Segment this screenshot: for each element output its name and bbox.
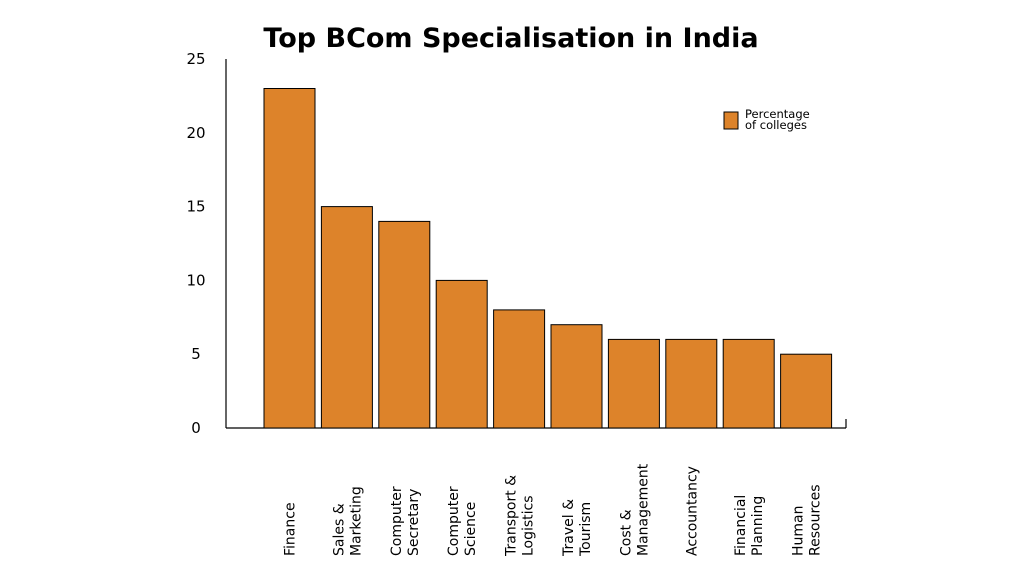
bar [320,206,373,429]
bars [263,88,833,429]
bar [550,324,603,429]
y-tick-label: 0 [191,419,201,437]
bar [378,220,431,429]
bar [722,338,775,429]
chart-title: Top BCom Specialisation in India [263,23,758,54]
y-tick-label: 15 [186,198,205,216]
legend-label: of colleges [745,118,807,132]
bar [665,338,718,429]
y-tick-label: 20 [186,124,205,142]
x-category-label: Resources [808,485,824,557]
x-category-label: Tourism [578,502,594,557]
y-tick-label: 10 [186,271,205,289]
x-category-label: Travel & [561,499,577,557]
x-category-label: Planning [750,496,766,556]
legend-label: Percentage [745,107,810,121]
x-category-label: Sales & [331,503,347,556]
x-category-label: Logistics [521,495,537,556]
x-category-label: Cost & [618,509,634,556]
x-category-label: Management [635,463,651,556]
x-category-label: Secretary [406,489,422,556]
x-category-label: Computer [446,486,462,556]
bar [780,353,833,429]
x-category-label: Finance [283,502,299,556]
y-axis-ticks: 0 5 10 15 20 25 [186,50,205,437]
bar [263,88,316,429]
x-axis-category-labels: Finance Sales & Marketing Computer Secretary… [283,463,824,557]
x-category-label: Human [791,506,807,557]
x-category-label: Financial [733,495,749,556]
x-category-label: Marketing [348,486,364,556]
legend-swatch [723,111,739,130]
y-tick-label: 5 [191,345,201,363]
bar [607,338,660,429]
bar [493,309,546,429]
x-category-label: Computer [389,486,405,556]
x-category-label: Science [463,502,479,556]
x-category-label: Transport & [504,475,520,557]
x-category-label: Accountancy [684,466,700,556]
bar [435,279,488,429]
y-tick-label: 25 [186,50,205,68]
